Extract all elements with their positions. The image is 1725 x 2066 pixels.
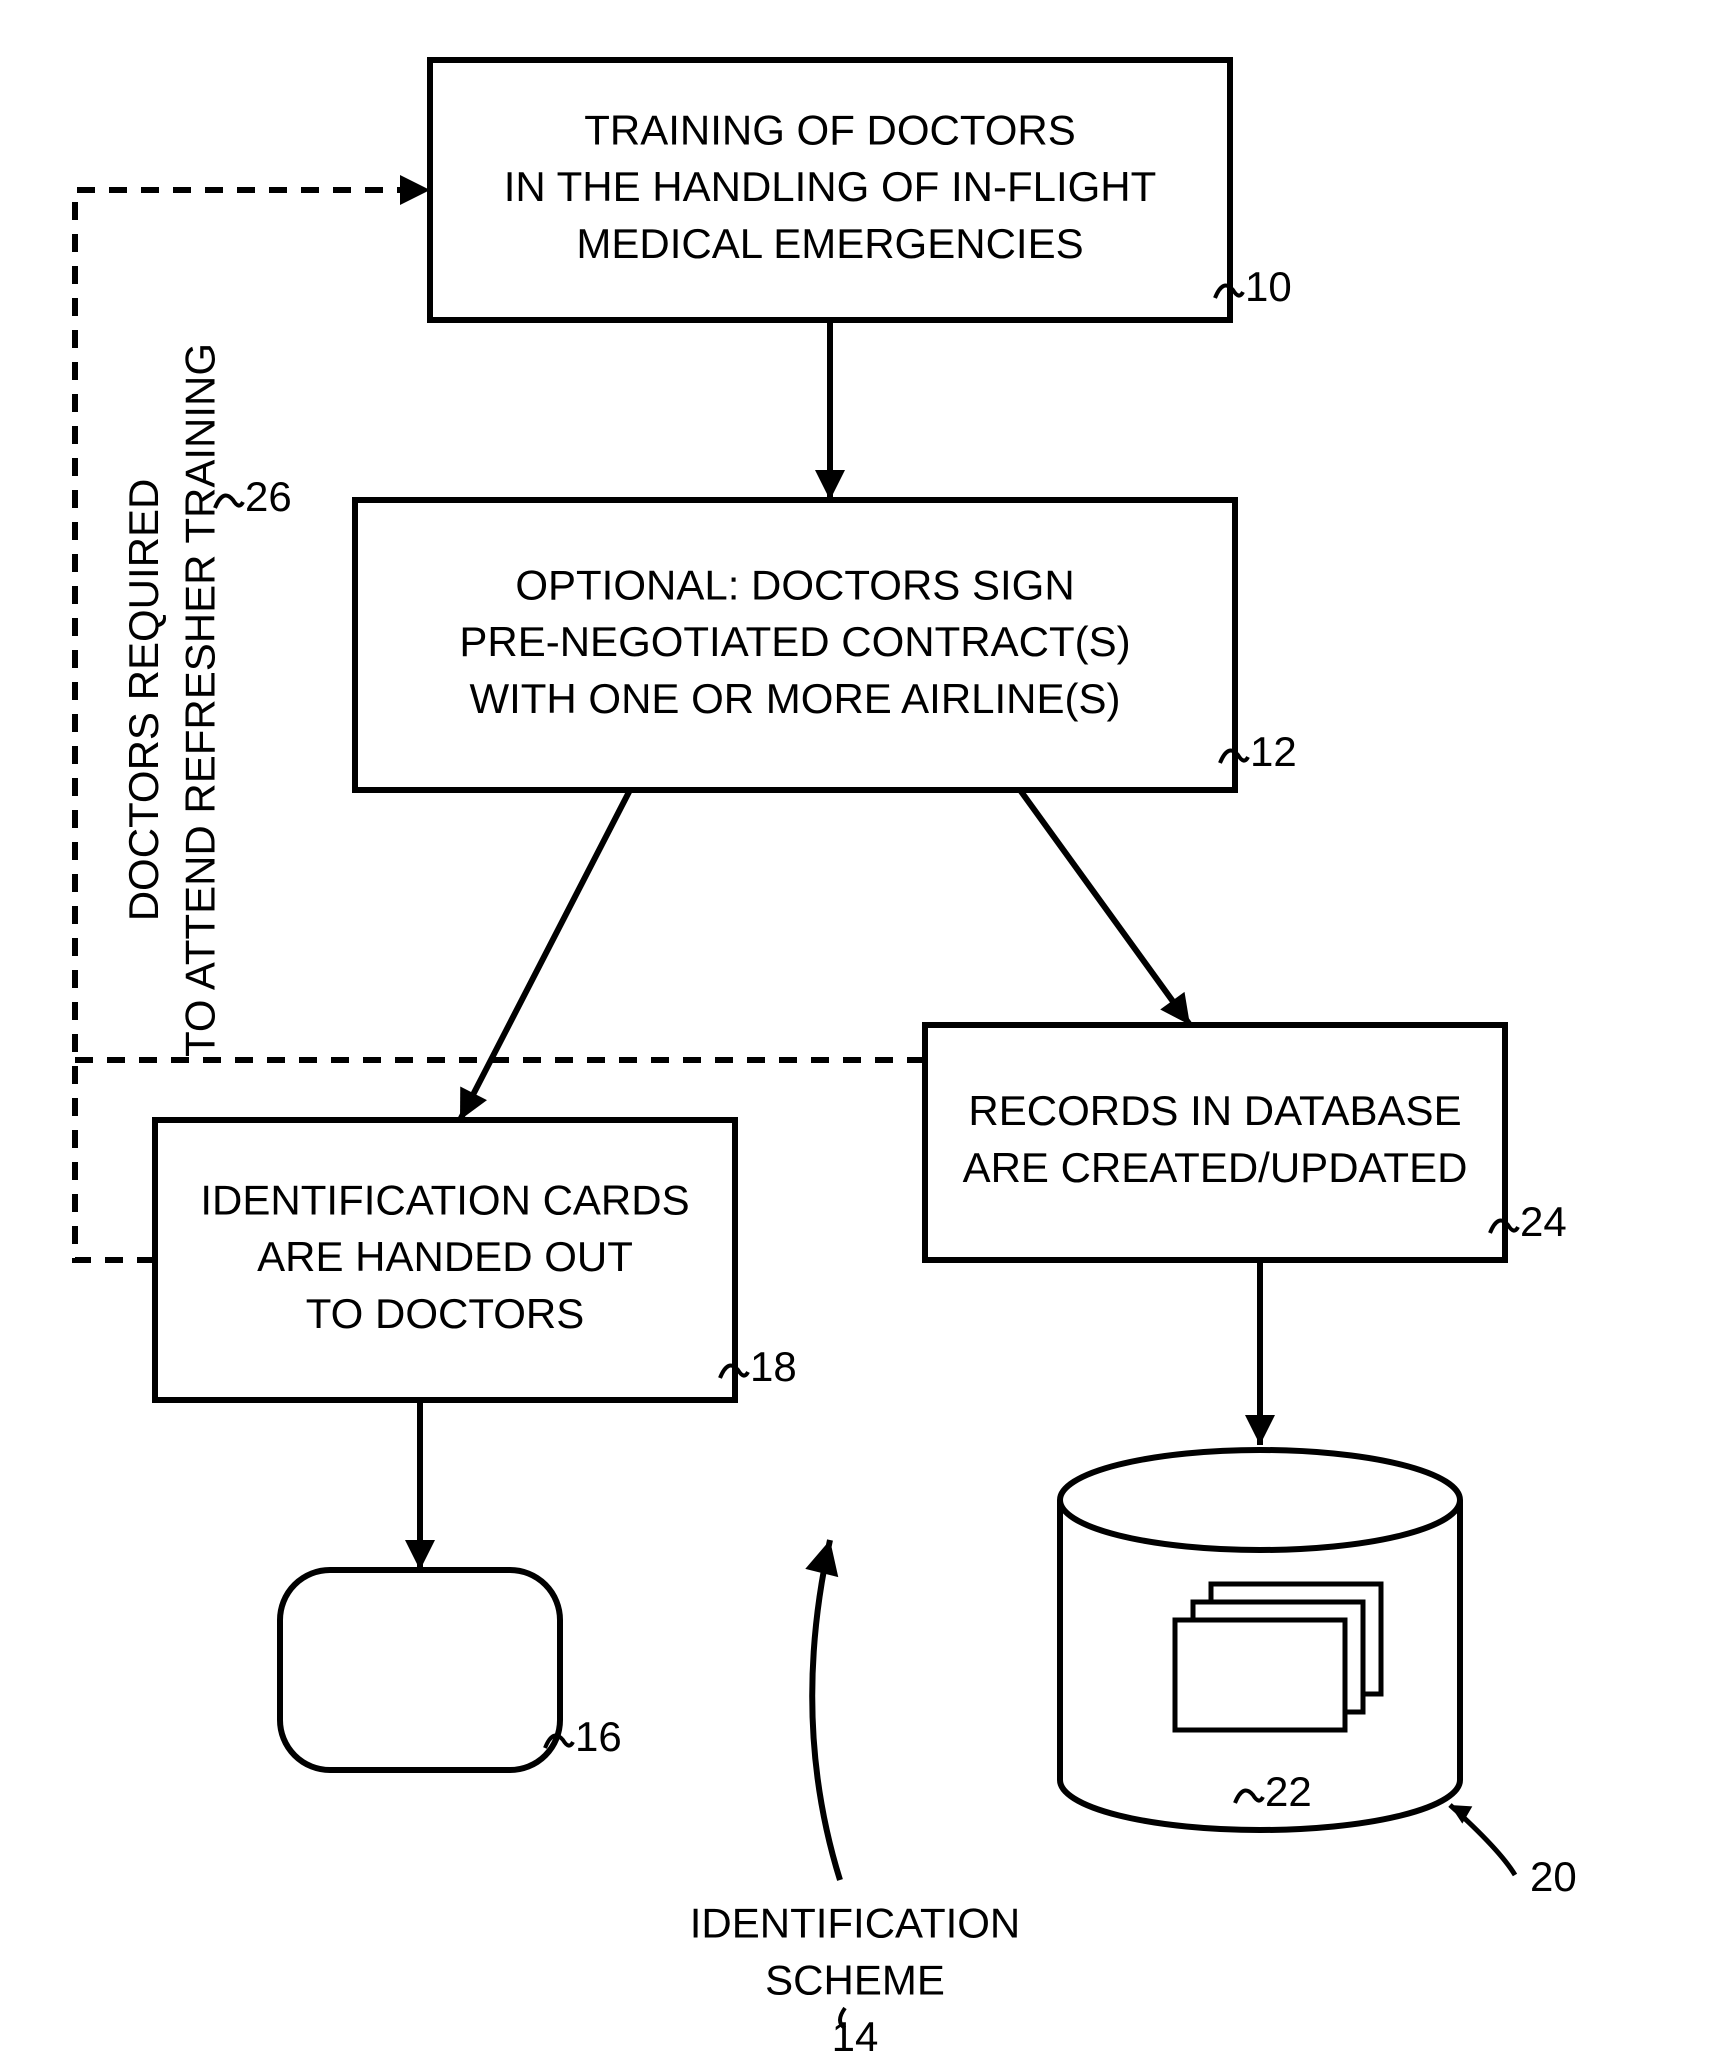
svg-text:10: 10	[1245, 263, 1292, 310]
svg-text:ARE HANDED OUT: ARE HANDED OUT	[257, 1233, 633, 1280]
node-records	[925, 1025, 1505, 1260]
svg-text:MEDICAL EMERGENCIES: MEDICAL EMERGENCIES	[576, 220, 1083, 267]
svg-text:26: 26	[245, 473, 292, 520]
svg-text:18: 18	[750, 1343, 797, 1390]
edge-e-opt-id	[460, 790, 630, 1120]
svg-text:SCHEME: SCHEME	[765, 1956, 945, 2003]
svg-text:IN THE HANDLING OF IN-FLIGHT: IN THE HANDLING OF IN-FLIGHT	[504, 163, 1157, 210]
svg-text:DOCTORS REQUIRED: DOCTORS REQUIRED	[120, 479, 167, 922]
ref-14: 14	[832, 2013, 879, 2060]
svg-text:12: 12	[1250, 728, 1297, 775]
svg-text:22: 22	[1265, 1768, 1312, 1815]
svg-text:RECORDS IN DATABASE: RECORDS IN DATABASE	[968, 1087, 1461, 1134]
svg-text:PRE-NEGOTIATED CONTRACT(S): PRE-NEGOTIATED CONTRACT(S)	[459, 618, 1130, 665]
node-card	[280, 1570, 560, 1770]
svg-text:16: 16	[575, 1713, 622, 1760]
database-doc	[1175, 1620, 1345, 1730]
svg-text:ARE CREATED/UPDATED: ARE CREATED/UPDATED	[963, 1144, 1468, 1191]
svg-text:TO DOCTORS: TO DOCTORS	[306, 1290, 584, 1337]
svg-text:TRAINING OF DOCTORS: TRAINING OF DOCTORS	[584, 106, 1076, 153]
scheme-pointer-arrow	[812, 1540, 840, 1880]
svg-text:IDENTIFICATION: IDENTIFICATION	[690, 1900, 1021, 1947]
svg-text:TO ATTEND REFRESHER TRAINING: TO ATTEND REFRESHER TRAINING	[176, 343, 223, 1057]
edge-e-opt-rec	[1020, 790, 1190, 1025]
svg-text:WITH ONE OR MORE AIRLINE(S): WITH ONE OR MORE AIRLINE(S)	[469, 675, 1120, 722]
refresher-training-label: DOCTORS REQUIREDTO ATTEND REFRESHER TRAI…	[120, 343, 224, 1057]
svg-text:OPTIONAL: DOCTORS SIGN: OPTIONAL: DOCTORS SIGN	[515, 561, 1074, 608]
svg-text:20: 20	[1530, 1853, 1577, 1900]
svg-text:IDENTIFICATION CARDS: IDENTIFICATION CARDS	[200, 1176, 689, 1223]
svg-text:24: 24	[1520, 1198, 1567, 1245]
node-database-top	[1060, 1450, 1460, 1550]
